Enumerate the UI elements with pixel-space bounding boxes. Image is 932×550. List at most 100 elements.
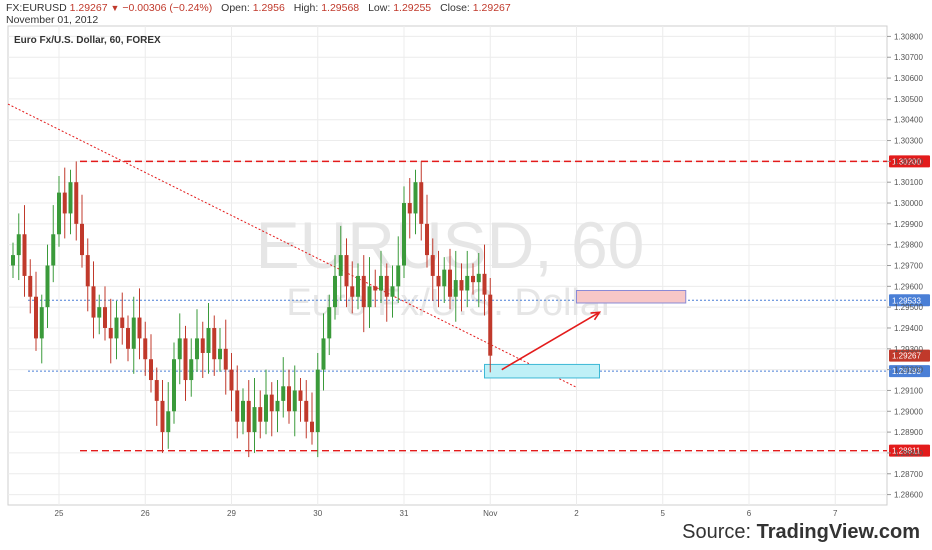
- down-arrow-icon: ▼: [110, 3, 120, 13]
- candle-body: [241, 400, 245, 422]
- candle-body: [200, 338, 205, 353]
- source-brand: TradingView.com: [756, 521, 920, 543]
- x-tick-label: 6: [747, 509, 752, 518]
- y-tick-label: 1.30000: [894, 199, 923, 208]
- candles: [11, 161, 493, 458]
- candle-body: [177, 338, 182, 360]
- candle-body: [315, 369, 320, 433]
- candle-body: [189, 359, 194, 381]
- candle-body: [367, 286, 372, 308]
- high-label: High:: [293, 2, 319, 14]
- candle-body: [304, 400, 309, 422]
- y-tick-label: 1.30100: [894, 178, 923, 187]
- candle-body: [310, 421, 314, 433]
- arrow-head-icon: [590, 311, 602, 321]
- y-tick-label: 1.29900: [894, 220, 923, 229]
- candle-body: [103, 307, 107, 328]
- y-tick-label: 1.28900: [894, 428, 923, 437]
- candle-body: [206, 327, 211, 353]
- candle-body: [51, 234, 56, 266]
- candle-body: [143, 338, 148, 360]
- candle-body: [223, 348, 228, 370]
- y-tick-label: 1.29200: [894, 366, 923, 375]
- symbol-header: FX:EURUSD 1.29267 ▼ −0.00306 (−0.24%) Op…: [6, 2, 511, 14]
- candle-body: [384, 275, 389, 297]
- drawings: [7, 103, 687, 388]
- candle-body: [453, 280, 458, 297]
- x-tick-label: 7: [833, 509, 838, 518]
- candle-body: [57, 192, 61, 235]
- candle-body: [373, 286, 378, 291]
- candle-body: [471, 275, 475, 283]
- candle-body: [327, 307, 332, 339]
- candle-body: [68, 182, 73, 214]
- candle-body: [39, 307, 44, 339]
- candle-body: [45, 265, 50, 308]
- candle-body: [419, 182, 424, 224]
- low-label: Low:: [368, 2, 391, 14]
- candle-body: [269, 394, 274, 412]
- price-label-box: [889, 155, 930, 168]
- candle-body: [154, 380, 159, 401]
- candle-body: [448, 269, 452, 297]
- price-label-box: [889, 365, 930, 378]
- candle-body: [34, 296, 38, 339]
- candle-body: [166, 411, 171, 433]
- last-price: 1.29267: [69, 2, 108, 14]
- x-tick-label: 5: [661, 509, 666, 518]
- candle-body: [396, 265, 401, 287]
- candle-body: [442, 269, 447, 287]
- candle-body: [246, 400, 251, 433]
- low-value: 1.29255: [393, 2, 432, 14]
- candle-body: [172, 359, 176, 412]
- price-label: 1.29193: [892, 367, 921, 376]
- y-tick-label: 1.29500: [894, 303, 923, 312]
- y-tick-label: 1.29300: [894, 345, 923, 354]
- candle-body: [212, 327, 217, 360]
- candle-body: [11, 255, 15, 266]
- candle-body: [333, 275, 337, 308]
- candle-body: [390, 286, 395, 297]
- candle-body: [264, 394, 268, 422]
- support-box: [484, 363, 600, 379]
- x-tick-label: 30: [313, 509, 322, 518]
- source-prefix: Source:: [682, 521, 757, 543]
- candle-body: [252, 407, 257, 433]
- candle-body: [402, 203, 406, 266]
- y-tick-label: 1.28600: [894, 491, 923, 500]
- trend-line: [7, 103, 577, 388]
- projection-arrow: [501, 311, 600, 371]
- candle-body: [287, 386, 291, 412]
- price-change: −0.00306 (−0.24%): [122, 2, 213, 14]
- price-label-box: [889, 444, 930, 457]
- open-value: 1.2956: [252, 2, 285, 14]
- y-tick-label: 1.29800: [894, 241, 923, 250]
- target-box: [576, 289, 687, 304]
- x-axis: 25 26 29 30 31 Nov 2 5 6 7: [55, 509, 838, 518]
- candle-body: [275, 400, 280, 412]
- y-tick-label: 1.29700: [894, 262, 923, 271]
- candle-body: [298, 390, 303, 401]
- y-tick-label: 1.30300: [894, 137, 923, 146]
- candle-body: [126, 327, 130, 349]
- candle-body: [218, 348, 222, 360]
- candle-body: [344, 255, 349, 287]
- price-label: 1.28811: [892, 447, 921, 456]
- candle-body: [459, 280, 464, 291]
- candle-body: [22, 234, 27, 276]
- close-label: Close:: [440, 2, 470, 14]
- price-label-box: [889, 349, 930, 362]
- price-label: 1.30200: [892, 157, 921, 166]
- candle-body: [160, 400, 165, 433]
- high-value: 1.29568: [321, 2, 360, 14]
- candle-body: [16, 234, 21, 256]
- candle-body: [413, 182, 418, 214]
- candle-body: [235, 390, 240, 422]
- candle-body: [482, 273, 487, 295]
- y-tick-label: 1.29600: [894, 282, 923, 291]
- candle-body: [137, 317, 142, 339]
- y-tick-label: 1.28700: [894, 470, 923, 479]
- chart-title: Euro Fx/U.S. Dollar, 60, FOREX: [14, 35, 161, 46]
- price-label: 1.29533: [892, 296, 921, 305]
